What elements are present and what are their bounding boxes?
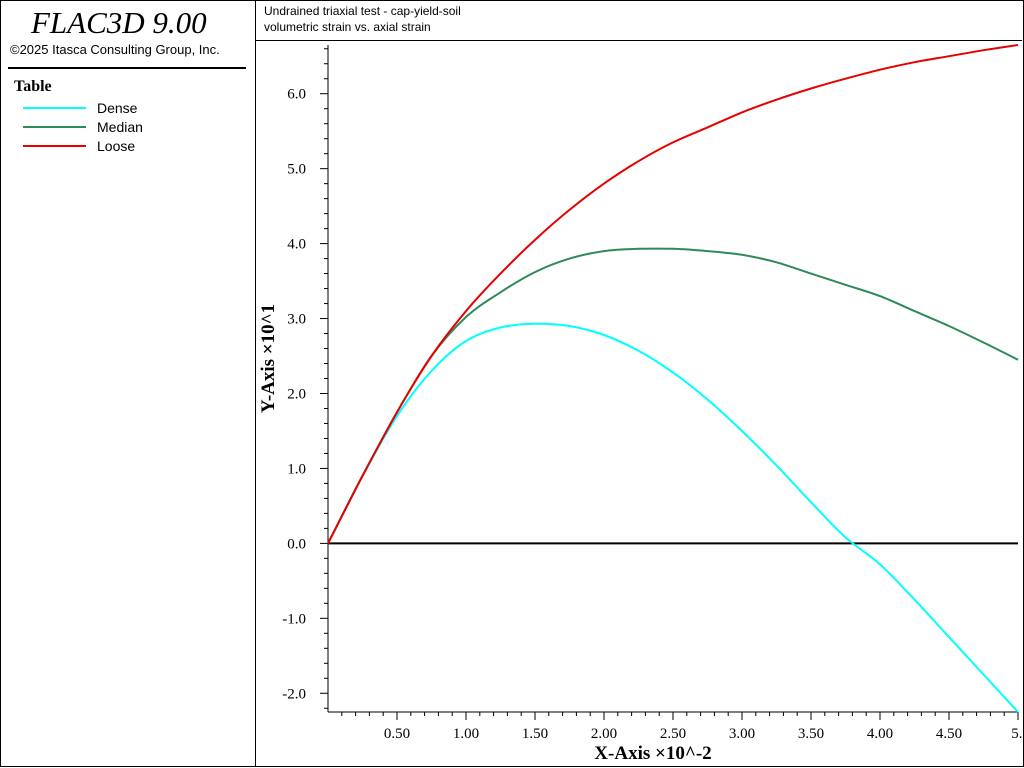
legend-item-median[interactable]: Median (23, 118, 223, 136)
legend-label-median: Median (97, 119, 143, 135)
app-title: FLAC3D 9.00 (31, 5, 207, 40)
y-tick-label: 0.0 (287, 536, 306, 552)
x-tick-label: 3.00 (729, 726, 755, 742)
y-axis-label: Y-Axis ×10^1 (258, 304, 279, 413)
legend-swatch-loose (23, 145, 86, 147)
y-tick-label: 5.0 (287, 162, 306, 178)
x-tick-label: 4.00 (867, 726, 893, 742)
y-tick-label: 1.0 (287, 461, 306, 477)
x-tick-label: 2.50 (660, 726, 686, 742)
legend-item-loose[interactable]: Loose (23, 137, 223, 155)
legend-label-dense: Dense (97, 100, 138, 116)
y-tick-label: -1.0 (282, 611, 306, 627)
legend-title: Table (14, 78, 52, 95)
y-tick-label: -2.0 (282, 686, 306, 702)
legend-label-loose: Loose (97, 138, 136, 154)
legend-item-dense[interactable]: Dense (23, 99, 223, 117)
x-tick-label: 4.50 (936, 726, 962, 742)
y-tick-label: 2.0 (287, 386, 306, 402)
line-chart[interactable]: -2.0 -1.0 0.0 1.0 2.0 3.0 4.0 5.0 6.0 0.50 1.00 1.5… (256, 41, 1022, 765)
x-tick-label: 0.50 (384, 726, 410, 742)
x-tick-label: 3.50 (798, 726, 824, 742)
x-axis-label: X-Axis ×10^-2 (594, 743, 711, 764)
x-tick-label: 5.0 (1011, 726, 1022, 742)
y-tick-label: 6.0 (287, 87, 306, 103)
y-tick-label: 3.0 (287, 312, 306, 328)
legend-swatch-dense (23, 107, 86, 109)
x-tick-label: 2.00 (591, 726, 617, 742)
legend-swatch-median (23, 126, 86, 128)
divider (8, 67, 246, 69)
legend-panel: FLAC3D 9.00 ©2025 Itasca Consulting Grou… (0, 0, 255, 767)
plot-subtitle: volumetric strain vs. axial strain (264, 20, 431, 34)
y-tick-label: 4.0 (287, 237, 306, 253)
series-line-loose (327, 44, 1019, 544)
plot-title: Undrained triaxial test - cap-yield-soil (264, 4, 461, 18)
plot-header: Undrained triaxial test - cap-yield-soil… (256, 0, 1022, 41)
copyright-text: ©2025 Itasca Consulting Group, Inc. (10, 42, 220, 57)
x-tick-label: 1.50 (522, 726, 548, 742)
series-line-dense (327, 322, 1019, 713)
series-line-median (327, 247, 1019, 544)
x-tick-label: 1.00 (453, 726, 479, 742)
